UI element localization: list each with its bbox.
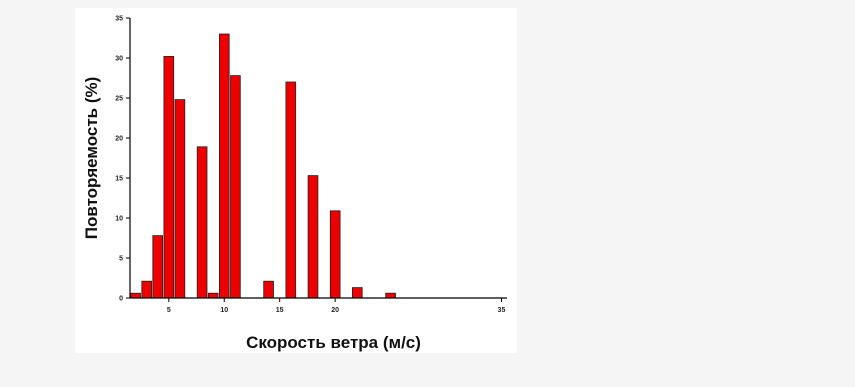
- y-tick-label: 0: [119, 296, 123, 303]
- bar: [163, 56, 175, 299]
- bar: [263, 280, 274, 299]
- x-tick-label: 35: [498, 307, 506, 314]
- bar: [218, 33, 230, 299]
- bar: [285, 81, 297, 299]
- bar: [130, 292, 141, 299]
- x-axis-label: Скорость ветра (м/с): [246, 333, 421, 352]
- y-axis-label: Повторяемость (%): [82, 77, 101, 240]
- bar: [230, 75, 241, 299]
- bar: [207, 292, 219, 299]
- y-tick-label: 20: [115, 136, 123, 143]
- chart-figure: 0 5 10 15 20 25 30 35 5 10 15 20 35 Скорость ветра (м…: [75, 8, 517, 353]
- bar: [152, 235, 164, 299]
- bar: [196, 146, 208, 299]
- y-tick-label: 5: [119, 256, 123, 263]
- x-tick-label: 20: [331, 307, 339, 314]
- y-tick-label: 30: [115, 56, 123, 63]
- x-tick-label: 15: [276, 307, 284, 314]
- y-tick-label: 15: [115, 176, 123, 183]
- y-tick-label: 35: [115, 16, 123, 23]
- y-tick-label: 10: [115, 216, 123, 223]
- bar: [351, 287, 363, 299]
- bar: [141, 280, 153, 299]
- bar: [307, 175, 319, 299]
- bar-chart: 0 5 10 15 20 25 30 35 5 10 15 20 35 Скорость ветра (м…: [82, 16, 507, 352]
- bar: [385, 292, 396, 299]
- x-tick-label: 5: [167, 307, 171, 314]
- x-tick-label: 10: [220, 307, 228, 314]
- bar: [329, 210, 341, 299]
- bar: [174, 99, 186, 299]
- y-tick-label: 25: [115, 96, 123, 103]
